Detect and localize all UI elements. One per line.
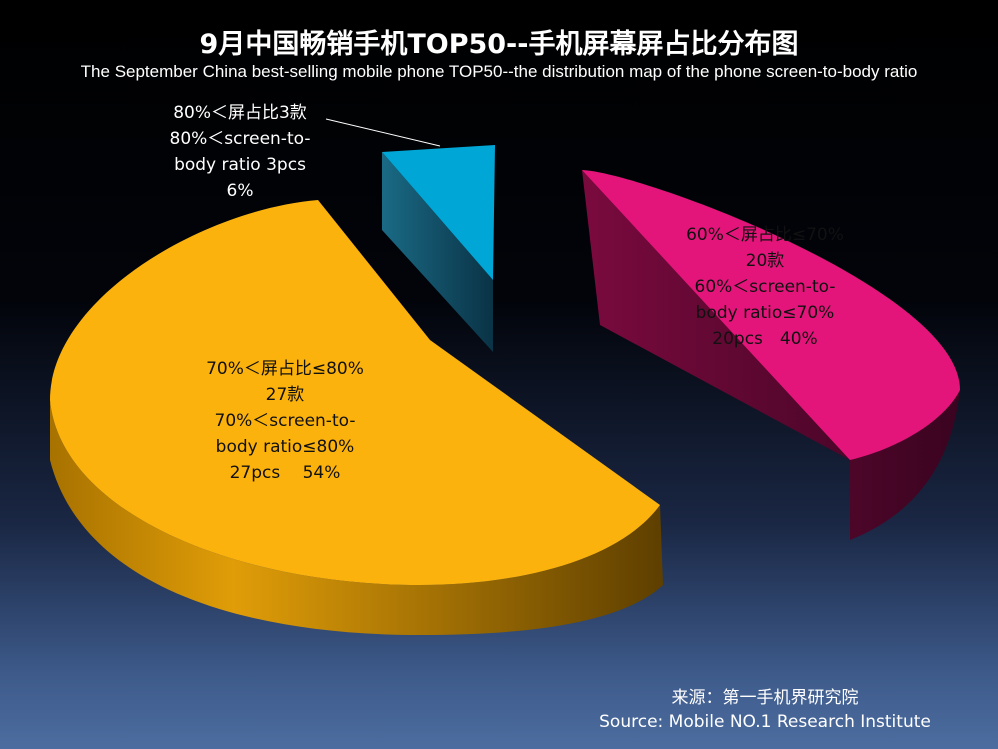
slice-60-70	[582, 170, 960, 540]
slice-60-70-label: 60%＜屏占比≤70% 20款 60%＜screen-to-body ratio≤7…	[650, 222, 880, 352]
slice-70-80-side	[50, 400, 663, 635]
data-label-line: 80%＜screen-to-	[169, 129, 311, 149]
data-label-line: 80%＜屏占比3款	[173, 103, 307, 123]
slice-over-80-top	[382, 145, 495, 280]
slice-70-80-top	[50, 200, 660, 585]
data-label-line: 70%＜screen-to-	[214, 411, 356, 431]
slice-70-80-label: 70%＜屏占比≤80% 27款 70%＜screen-to-body ratio≤8…	[170, 356, 400, 486]
data-label-line: 20pcs 40%	[712, 329, 818, 349]
data-label-line: body ratio≤70%	[695, 303, 835, 323]
data-label-line: 27pcs 54%	[229, 463, 341, 483]
data-label-line: body ratio 3pcs	[174, 155, 306, 175]
slice-70-80	[50, 200, 663, 635]
slice-60-70-top	[582, 170, 960, 460]
source-cn: 来源：第一手机界研究院	[671, 688, 859, 708]
slice-over-80-side	[382, 152, 493, 352]
source-en: Source: Mobile NO.1 Research Institute	[599, 712, 931, 732]
chart-title: 9月中国畅销手机TOP50--手机屏幕屏占比分布图	[199, 29, 799, 60]
source-note: 来源：第一手机界研究院 Source: Mobile NO.1 Research…	[585, 686, 945, 734]
data-label-line: 70%＜屏占比≤80%	[206, 359, 364, 379]
chart-subtitle: The September China best-selling mobile …	[80, 62, 918, 81]
slice-over-80-label: 80%＜屏占比3款 80%＜screen-to-body ratio 3pcs 6%	[140, 100, 340, 204]
data-label-line: 60%＜screen-to-	[694, 277, 836, 297]
leader-line	[325, 118, 441, 147]
data-label-line: 60%＜屏占比≤70%	[686, 225, 844, 245]
data-label-line: 20款	[745, 251, 785, 271]
slice-over-80	[382, 145, 495, 352]
data-label-line: body ratio≤80%	[215, 437, 355, 457]
data-label-line: 27款	[265, 385, 305, 405]
data-label-line: 6%	[226, 181, 254, 201]
